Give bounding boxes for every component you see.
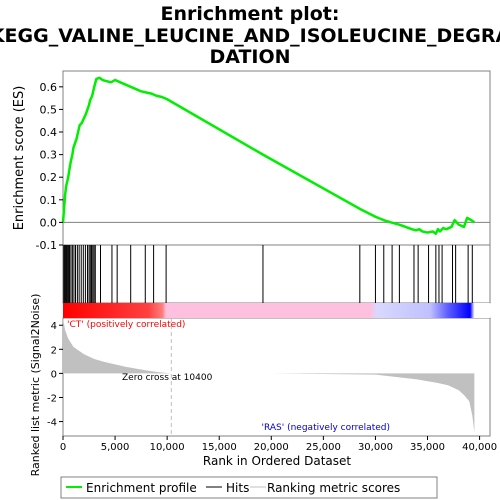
x-tick-label: 40,000 xyxy=(462,442,497,453)
title-line-2: KEGG_VALINE_LEUCINE_AND_ISOLEUCINE_DEGRA xyxy=(0,25,500,47)
x-tick-label: 5,000 xyxy=(101,442,130,453)
metric-y-tick-label: 0 xyxy=(51,369,57,380)
es-y-tick-label: 0.4 xyxy=(40,126,58,139)
title-line-3: DATION xyxy=(209,46,290,68)
es-y-tick-label: 0.6 xyxy=(40,81,58,94)
x-tick-label: 25,000 xyxy=(306,442,341,453)
es-y-tick-label: -0.1 xyxy=(36,239,57,252)
x-tick-label: 0 xyxy=(60,442,66,453)
title-line-1: Enrichment plot: xyxy=(161,3,340,25)
metric-y-axis-label: Ranked list metric (Signal2Noise) xyxy=(29,294,42,477)
metric-y-tick-label: 2 xyxy=(51,345,57,356)
x-tick-label: 30,000 xyxy=(358,442,393,453)
es-y-tick-label: 0.5 xyxy=(40,103,58,116)
positive-correlation-label: 'CT' (positively correlated) xyxy=(67,320,185,330)
x-tick-label: 15,000 xyxy=(202,442,237,453)
es-y-axis-label: Enrichment score (ES) xyxy=(12,86,27,231)
x-tick-label: 35,000 xyxy=(410,442,445,453)
metric-y-tick-label: 4 xyxy=(51,321,57,332)
negative-correlation-label: 'RAS' (negatively correlated) xyxy=(262,423,390,433)
chart-title: Enrichment plot: KEGG_VALINE_LEUCINE_AND… xyxy=(0,3,500,68)
es-y-tick-label: 0.3 xyxy=(40,149,58,162)
metric-y-tick-label: -2 xyxy=(47,393,57,404)
legend-ranking-label: Ranking metric scores xyxy=(267,481,400,495)
es-y-tick-label: 0.0 xyxy=(40,216,58,229)
hits-panel-frame xyxy=(63,245,490,303)
x-tick-label: 20,000 xyxy=(254,442,289,453)
x-tick-label: 10,000 xyxy=(150,442,185,453)
es-panel-frame xyxy=(63,71,490,245)
x-axis-label: Rank in Ordered Dataset xyxy=(203,454,351,468)
legend-hits-label: Hits xyxy=(226,481,249,495)
legend-enrichment-label: Enrichment profile xyxy=(86,481,197,495)
es-y-tick-label: 0.2 xyxy=(40,171,58,184)
zero-cross-label: Zero cross at 10400 xyxy=(122,373,213,383)
legend: Enrichment profile Hits Ranking metric s… xyxy=(61,477,437,498)
metric-y-tick-label: -4 xyxy=(47,418,57,429)
es-y-tick-label: 0.1 xyxy=(40,194,58,207)
ranking-gradient-bar xyxy=(63,303,490,318)
